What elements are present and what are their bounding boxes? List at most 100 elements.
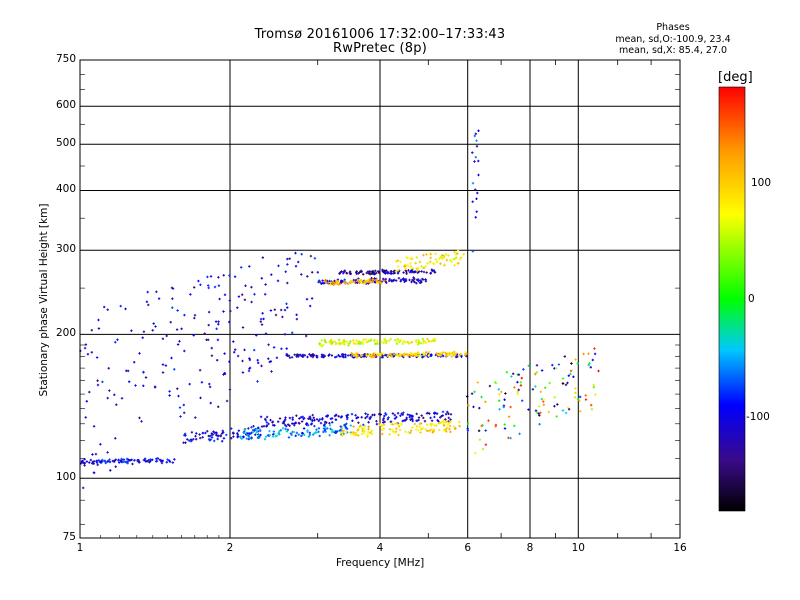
echo-point: [148, 459, 150, 462]
echo-point: [422, 416, 424, 420]
echo-point: [411, 270, 413, 273]
echo-point: [421, 427, 423, 431]
echo-point: [162, 459, 164, 462]
echo-point: [206, 275, 208, 279]
y-tick-label-750: 750: [55, 53, 76, 65]
echo-point: [307, 424, 309, 427]
echo-point: [439, 262, 441, 265]
echo-point: [277, 420, 279, 423]
echo-point: [339, 282, 341, 286]
echo-point: [485, 429, 487, 432]
echo-point: [170, 321, 172, 324]
echo-point: [395, 427, 397, 430]
echo-point: [113, 460, 115, 463]
echo-point: [272, 433, 274, 436]
echo-point: [410, 257, 412, 260]
echo-point: [430, 422, 432, 426]
echo-point: [456, 252, 458, 255]
echo-point: [347, 413, 349, 417]
echo-point: [419, 422, 421, 426]
echo-point: [267, 434, 269, 437]
echo-point: [92, 453, 93, 456]
echo-point: [536, 364, 538, 367]
echo-point: [476, 145, 478, 148]
echo-point: [101, 380, 103, 384]
echo-point: [202, 431, 204, 435]
echo-point: [402, 413, 404, 416]
echo-point: [169, 460, 171, 463]
echo-point: [183, 441, 185, 444]
echo-point: [418, 418, 420, 422]
echo-point: [418, 352, 420, 355]
echo-point: [425, 280, 427, 283]
echo-point: [223, 373, 224, 376]
echo-point: [195, 435, 196, 438]
echo-point: [206, 338, 207, 341]
echo-point: [87, 353, 89, 356]
echo-point: [593, 347, 595, 350]
echo-point: [365, 412, 366, 415]
echo-point: [370, 355, 372, 358]
echo-point: [172, 287, 174, 290]
echo-point: [86, 400, 88, 403]
echo-point: [237, 435, 239, 438]
echo-point: [288, 354, 290, 357]
echo-point: [199, 369, 201, 372]
echo-point: [435, 252, 437, 255]
echo-point: [579, 410, 581, 413]
echo-point: [184, 432, 186, 435]
echo-point: [363, 353, 365, 356]
echo-point: [373, 352, 375, 356]
echo-point: [273, 430, 275, 433]
echo-point: [296, 353, 298, 357]
echo-point: [384, 339, 386, 343]
echo-point: [301, 433, 303, 437]
echo-point: [406, 416, 408, 420]
echo-point: [211, 436, 213, 439]
echo-point: [372, 278, 374, 281]
echo-point: [384, 412, 386, 415]
echo-point: [585, 394, 587, 397]
echo-point: [223, 274, 225, 277]
echo-point: [455, 256, 457, 260]
echo-point: [428, 340, 430, 343]
echo-point: [115, 465, 117, 468]
echo-point: [88, 461, 90, 464]
echo-point: [324, 338, 326, 342]
echo-point: [261, 277, 263, 280]
echo-point: [433, 269, 435, 272]
echo-point: [302, 432, 304, 435]
echo-point: [421, 414, 423, 417]
y-tick-label-200: 200: [55, 327, 76, 340]
echo-point: [151, 458, 153, 461]
echo-point: [109, 458, 110, 461]
echo-point: [372, 355, 374, 359]
echo-point: [407, 264, 409, 267]
echo-point: [112, 459, 114, 463]
echo-point: [257, 426, 259, 430]
echo-point: [208, 310, 210, 314]
echo-point: [162, 371, 164, 374]
echo-point: [548, 410, 550, 414]
echo-point: [553, 367, 555, 370]
echo-point: [383, 417, 385, 420]
echo-point: [394, 413, 396, 417]
echo-point: [383, 414, 385, 418]
echo-point: [351, 351, 352, 355]
echo-point: [432, 431, 434, 434]
echo-point: [232, 435, 234, 438]
x-tick-label-6: 6: [464, 542, 472, 554]
echo-point: [345, 282, 347, 285]
echo-point: [367, 353, 369, 356]
echo-point: [346, 417, 348, 421]
echo-point: [379, 422, 381, 425]
echo-point: [237, 354, 239, 358]
echo-point: [350, 272, 352, 275]
echo-point: [194, 416, 196, 419]
echo-point: [373, 338, 375, 342]
echo-point: [120, 304, 122, 308]
echo-point: [414, 270, 416, 273]
echo-point: [441, 254, 443, 257]
echo-point: [498, 399, 500, 402]
echo-point: [298, 433, 300, 436]
